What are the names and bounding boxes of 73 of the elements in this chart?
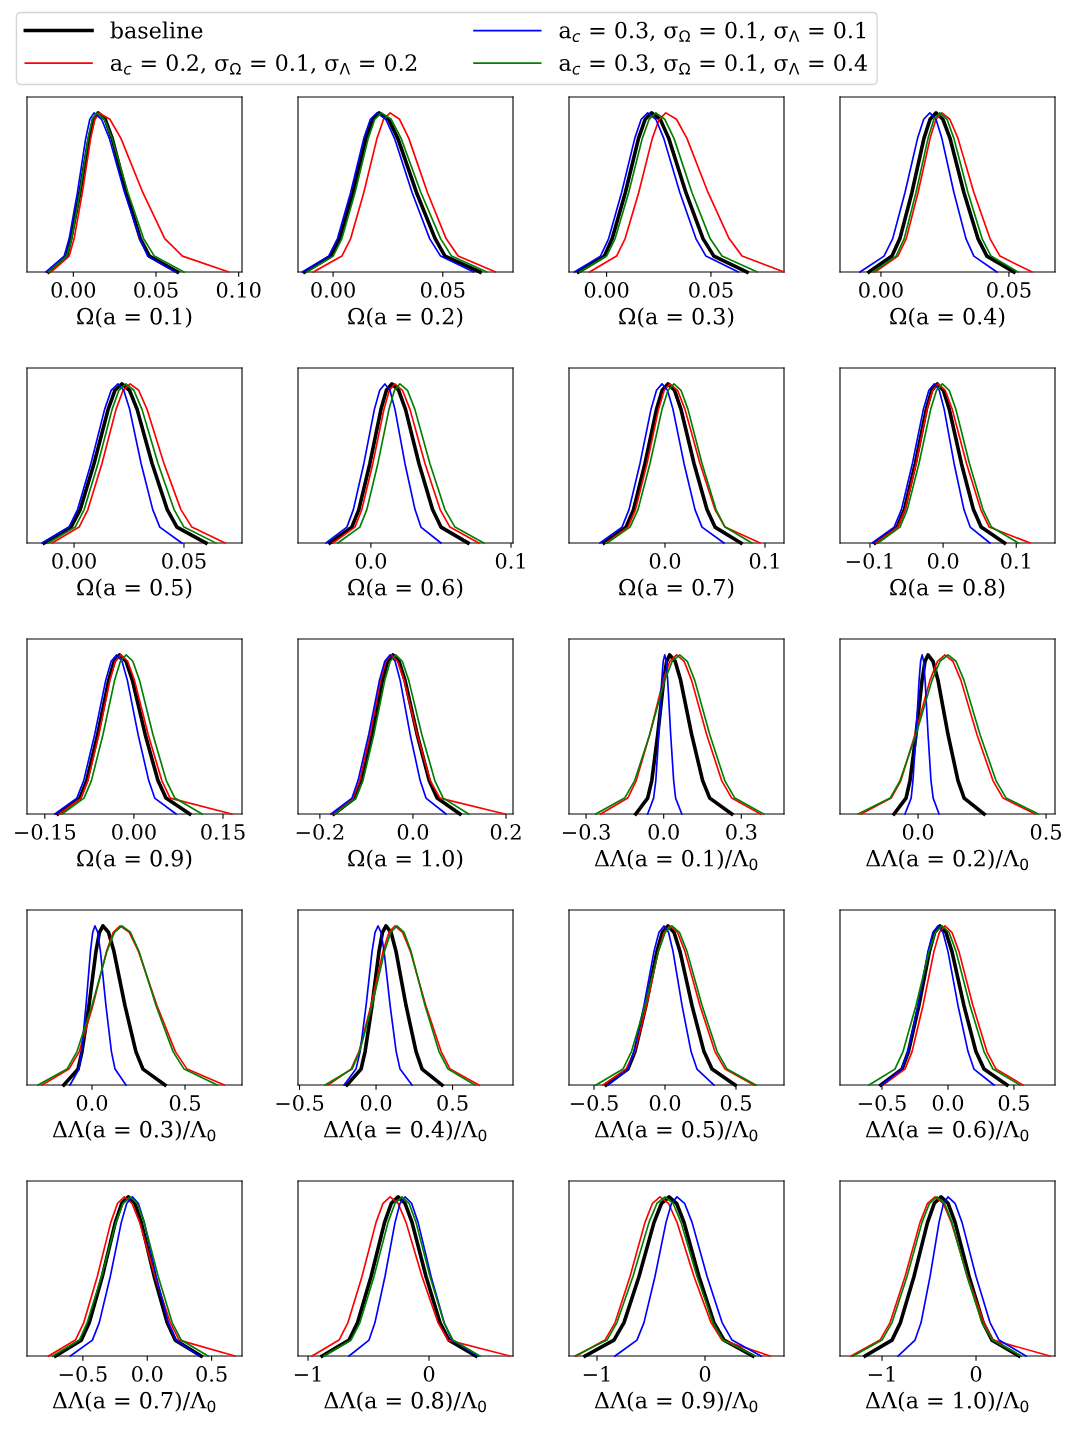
- legend-label: a$_{c}$ = 0.3, σ$_{Ω}$ = 0.1, σ$_{Λ}$ = 0.1: [559, 21, 865, 43]
- legend-label: a$_{c}$ = 0.2, σ$_{Ω}$ = 0.1, σ$_{Λ}$ = 0.2: [110, 54, 417, 75]
- x-tick-label: 0.5: [720, 1095, 751, 1111]
- x-tick-label: 0.00: [51, 282, 96, 298]
- x-tick-label: 0.5: [437, 1095, 468, 1111]
- x-tick-label: −0.2: [296, 824, 344, 840]
- x-tick-label: −0.15: [15, 824, 76, 840]
- x-tick-label: 0.05: [689, 282, 733, 298]
- x-axis-title: ΔΛ(a = 0.1)/Λ$_{0}$: [594, 849, 758, 871]
- x-tick-label: 0.5: [169, 1095, 200, 1111]
- x-axis-title: Ω(a = 0.4): [890, 307, 1005, 328]
- x-axis-title: Ω(a = 0.3): [619, 307, 734, 328]
- x-tick-label: 0.1: [749, 553, 779, 569]
- x-tick-label: 0.5: [196, 1366, 227, 1382]
- x-tick-label: 0.5: [998, 1095, 1029, 1111]
- x-tick-label: 0.00: [859, 282, 903, 298]
- x-tick-label: 0.10: [216, 282, 261, 298]
- legend-label: a$_{c}$ = 0.3, σ$_{Ω}$ = 0.1, σ$_{Λ}$ = 0.4: [559, 54, 867, 75]
- x-tick-label: −1: [583, 1366, 610, 1382]
- x-axis-title: ΔΛ(a = 0.8)/Λ$_{0}$: [324, 1391, 486, 1413]
- x-tick-label: 0.3: [726, 824, 757, 840]
- x-axis-title: ΔΛ(a = 1.0)/Λ$_{0}$: [865, 1391, 1029, 1413]
- x-tick-label: 0.5: [1030, 824, 1061, 840]
- x-tick-label: −0.5: [570, 1095, 618, 1111]
- x-tick-label: 0.0: [902, 824, 934, 840]
- x-tick-label: 0.0: [355, 553, 387, 569]
- x-tick-label: 0.0: [927, 553, 959, 569]
- x-axis-title: Ω(a = 0.1): [77, 307, 192, 328]
- x-tick-label: 0.0: [132, 1366, 163, 1382]
- x-tick-label: 0.0: [649, 553, 681, 569]
- x-tick-label: 0.1: [1001, 553, 1030, 569]
- x-tick-label: −0.5: [276, 1095, 324, 1111]
- x-tick-label: 0.0: [648, 824, 679, 840]
- x-tick-label: 0.05: [162, 553, 206, 569]
- x-tick-label: −1: [294, 1366, 321, 1382]
- legend-label: baseline: [110, 21, 203, 39]
- x-tick-label: 0.00: [311, 282, 355, 298]
- x-axis-title: Ω(a = 0.8): [890, 578, 1005, 599]
- x-tick-label: 0: [699, 1366, 711, 1382]
- x-axis-title: ΔΛ(a = 0.2)/Λ$_{0}$: [866, 849, 1029, 871]
- x-axis-title: ΔΛ(a = 0.5)/Λ$_{0}$: [594, 1120, 758, 1142]
- x-axis-title: Ω(a = 0.5): [77, 578, 192, 599]
- x-tick-label: −0.5: [858, 1095, 906, 1111]
- x-tick-label: 0.05: [420, 282, 465, 298]
- x-axis-title: ΔΛ(a = 0.3)/Λ$_{0}$: [52, 1120, 216, 1142]
- x-tick-label: 0.2: [490, 824, 521, 840]
- x-tick-label: −0.5: [59, 1366, 107, 1382]
- x-axis-title: Ω(a = 0.2): [348, 307, 463, 328]
- x-axis-title: Ω(a = 1.0): [348, 849, 463, 870]
- x-tick-label: 0.0: [649, 1095, 681, 1111]
- x-axis-title: ΔΛ(a = 0.4)/Λ$_{0}$: [323, 1120, 487, 1142]
- x-axis-title: ΔΛ(a = 0.9)/Λ$_{0}$: [594, 1391, 758, 1413]
- x-tick-label: −1: [868, 1366, 895, 1382]
- x-axis-title: Ω(a = 0.6): [348, 578, 463, 599]
- x-axis-title: ΔΛ(a = 0.7)/Λ$_{0}$: [52, 1391, 216, 1413]
- x-tick-label: 0.0: [397, 824, 429, 840]
- x-tick-label: 0: [423, 1366, 435, 1382]
- x-tick-label: 0.15: [201, 824, 245, 840]
- x-tick-label: 0.00: [112, 824, 156, 840]
- x-axis-title: Ω(a = 0.7): [619, 578, 734, 599]
- x-tick-label: 0.0: [76, 1095, 108, 1111]
- x-tick-label: 0.05: [134, 282, 178, 298]
- x-tick-label: 0.0: [932, 1095, 964, 1111]
- x-axis-title: Ω(a = 0.9): [77, 849, 192, 870]
- x-tick-label: 0.0: [360, 1095, 392, 1111]
- x-tick-label: 0.1: [495, 553, 525, 569]
- x-axis-title: ΔΛ(a = 0.6)/Λ$_{0}$: [865, 1120, 1029, 1142]
- x-tick-label: 0.00: [52, 553, 96, 569]
- x-tick-label: −0.3: [562, 824, 610, 840]
- x-tick-label: 0.00: [584, 282, 629, 298]
- x-tick-label: 0.05: [987, 282, 1031, 298]
- x-tick-label: 0: [970, 1366, 982, 1382]
- x-tick-label: −0.1: [846, 553, 893, 569]
